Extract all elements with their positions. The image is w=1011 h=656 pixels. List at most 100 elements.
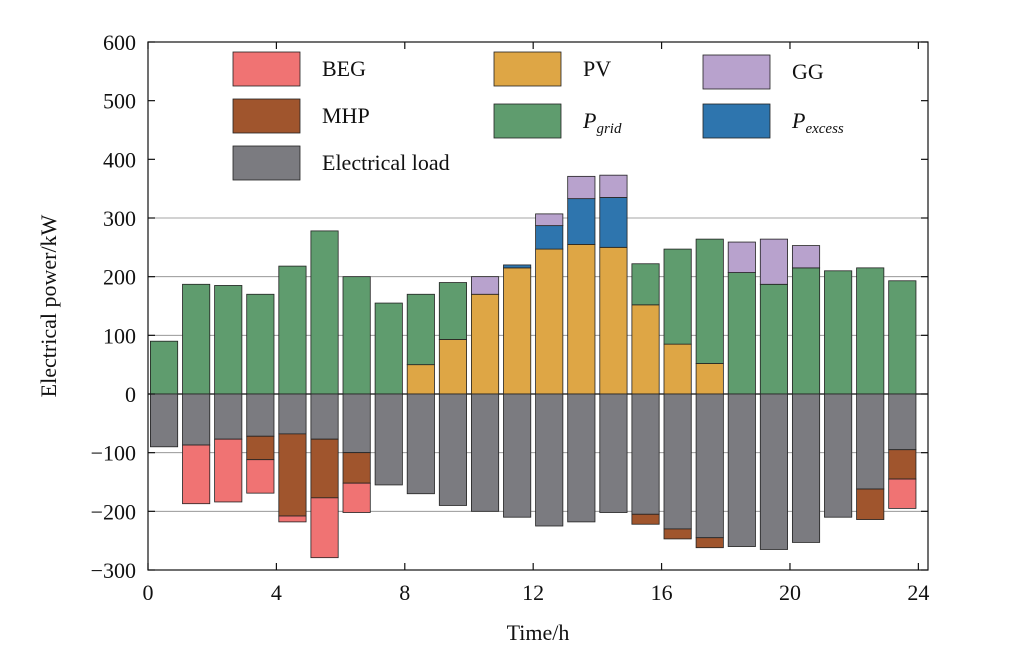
bar-gg bbox=[727, 241, 756, 273]
y-tick-label: 0 bbox=[125, 382, 136, 407]
bar-pgrid bbox=[342, 276, 371, 395]
bar-pgrid bbox=[695, 238, 724, 364]
bar-pexcess bbox=[503, 264, 532, 269]
bar-electrical-load bbox=[182, 393, 211, 446]
bar-pv bbox=[663, 343, 692, 395]
x-tick-label: 16 bbox=[651, 580, 673, 605]
bar-pgrid bbox=[374, 302, 403, 395]
bar-gg bbox=[759, 238, 788, 285]
bar-pgrid bbox=[727, 272, 756, 395]
bar-beg bbox=[310, 497, 339, 559]
bar-mhp bbox=[278, 433, 307, 517]
legend-item-mhp: MHP bbox=[232, 98, 370, 134]
legend-item-load: Electrical load bbox=[232, 145, 450, 181]
bar-pgrid bbox=[791, 267, 821, 395]
bar-electrical-load bbox=[470, 393, 500, 512]
bar-mhp bbox=[246, 435, 275, 461]
legend: BEG PV GG MHP Pgrid Pexcess Electrical load bbox=[232, 51, 844, 181]
y-tick-label: −100 bbox=[91, 441, 136, 466]
bar-pgrid bbox=[310, 230, 339, 395]
bar-mhp bbox=[310, 438, 339, 499]
y-tick-label: 300 bbox=[103, 206, 136, 231]
bar-electrical-load bbox=[310, 393, 339, 440]
legend-item-pgrid: Pgrid bbox=[493, 103, 622, 139]
bar-pexcess bbox=[535, 225, 564, 250]
bar-electrical-load bbox=[856, 393, 885, 490]
legend-swatch bbox=[232, 145, 301, 181]
bar-pgrid bbox=[856, 267, 885, 395]
bar-mhp bbox=[695, 537, 724, 549]
x-tick-label: 8 bbox=[399, 580, 410, 605]
y-axis-title: Electrical power/kW bbox=[36, 214, 61, 397]
bar-beg bbox=[888, 478, 917, 509]
y-tick-label: −300 bbox=[91, 558, 136, 583]
bar-pexcess bbox=[567, 198, 596, 245]
bar-mhp bbox=[888, 449, 917, 480]
bar-pgrid bbox=[150, 340, 179, 395]
legend-swatch bbox=[493, 103, 562, 139]
bar-electrical-load bbox=[150, 393, 179, 448]
bar-pv bbox=[438, 339, 467, 395]
bar-pv bbox=[599, 246, 628, 395]
legend-label: MHP bbox=[322, 103, 370, 128]
x-tick-label: 12 bbox=[522, 580, 544, 605]
legend-label: GG bbox=[792, 59, 824, 84]
bars bbox=[150, 174, 917, 559]
legend-item-pexcess: Pexcess bbox=[702, 103, 844, 139]
y-tick-label: 600 bbox=[103, 30, 136, 55]
bar-pgrid bbox=[278, 265, 307, 395]
legend-swatch bbox=[702, 54, 771, 90]
bar-beg bbox=[278, 515, 307, 523]
bar-electrical-load bbox=[727, 393, 756, 547]
bar-pv bbox=[503, 267, 532, 395]
legend-swatch bbox=[702, 103, 771, 139]
bar-pgrid bbox=[214, 285, 243, 395]
legend-label: PV bbox=[583, 56, 611, 81]
bar-beg bbox=[214, 438, 243, 503]
bar-pv bbox=[567, 243, 596, 395]
bar-electrical-load bbox=[791, 393, 821, 543]
x-axis-title: Time/h bbox=[507, 620, 570, 645]
bar-electrical-load bbox=[438, 393, 467, 506]
x-tick-label: 20 bbox=[779, 580, 801, 605]
plot-frame bbox=[147, 41, 929, 571]
bar-pgrid bbox=[663, 248, 692, 345]
legend-item-gg: GG bbox=[702, 54, 824, 90]
bar-electrical-load bbox=[406, 393, 435, 495]
bar-beg bbox=[246, 459, 275, 494]
bar-pv bbox=[406, 364, 435, 395]
bar-electrical-load bbox=[214, 393, 243, 440]
legend-item-pv: PV bbox=[493, 51, 611, 87]
y-tick-label: 200 bbox=[103, 265, 136, 290]
legend-swatch bbox=[493, 51, 562, 87]
legend-label: Electrical load bbox=[322, 150, 450, 175]
bar-pgrid bbox=[759, 283, 788, 395]
bar-mhp bbox=[663, 528, 692, 540]
bar-electrical-load bbox=[503, 393, 532, 518]
bar-beg bbox=[182, 444, 211, 505]
bar-electrical-load bbox=[695, 393, 724, 539]
y-tick-label: −200 bbox=[91, 499, 136, 524]
legend-swatch bbox=[232, 51, 301, 87]
bar-pgrid bbox=[631, 263, 660, 306]
bar-electrical-load bbox=[374, 393, 403, 486]
bar-pgrid bbox=[438, 282, 467, 340]
bar-electrical-load bbox=[824, 393, 853, 518]
bar-mhp bbox=[856, 488, 885, 520]
bar-pgrid bbox=[182, 283, 211, 395]
bar-electrical-load bbox=[246, 393, 275, 437]
bar-electrical-load bbox=[631, 393, 660, 515]
bar-pgrid bbox=[246, 293, 275, 395]
bar-electrical-load bbox=[567, 393, 596, 523]
bar-mhp bbox=[342, 452, 371, 484]
bar-mhp bbox=[631, 513, 660, 525]
bar-electrical-load bbox=[535, 393, 564, 527]
legend-label: Pexcess bbox=[791, 108, 844, 137]
bar-electrical-load bbox=[663, 393, 692, 530]
bar-pgrid bbox=[406, 293, 435, 366]
x-tick-label: 24 bbox=[907, 580, 929, 605]
bar-electrical-load bbox=[342, 393, 371, 454]
x-tick-label: 4 bbox=[271, 580, 282, 605]
bar-pv bbox=[470, 293, 500, 395]
